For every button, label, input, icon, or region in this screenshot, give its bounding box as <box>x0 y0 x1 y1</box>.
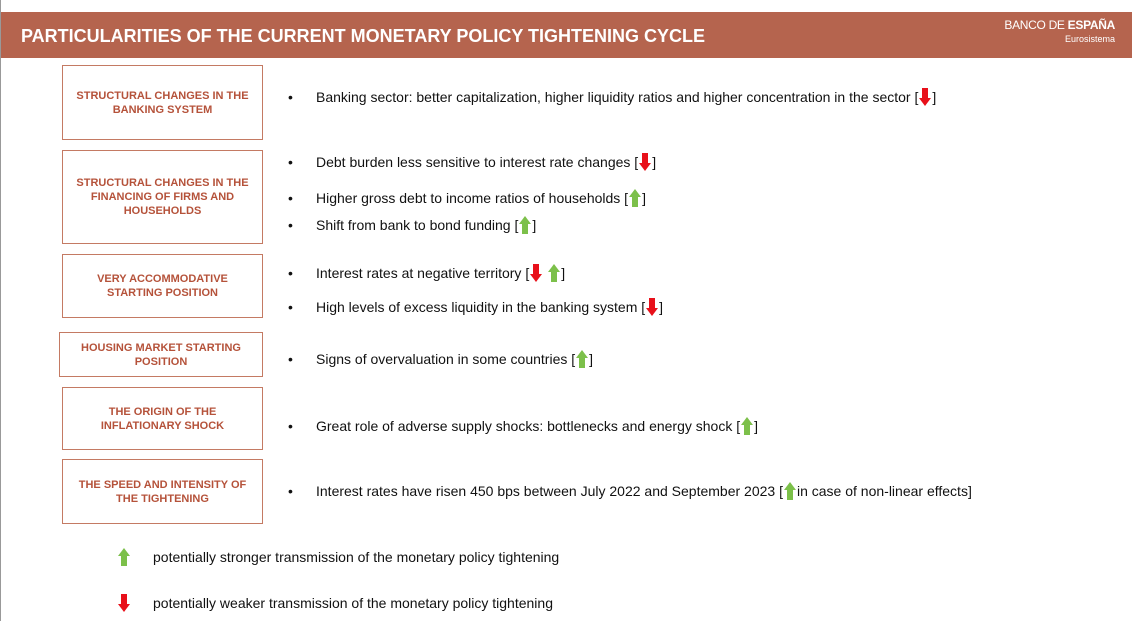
row-label: VERY ACCOMMODATIVE STARTING POSITION <box>62 254 263 318</box>
bullet: • Signs of overvaluation in some countrie… <box>288 350 594 368</box>
bullet-text: Interest rates at negative territory [ <box>316 265 530 281</box>
bullet-text: ] <box>652 154 657 170</box>
row-label: HOUSING MARKET STARTING POSITION <box>59 332 263 377</box>
bullet: • Banking sector: better capitalization, … <box>288 88 937 106</box>
bullet-text: Signs of overvaluation in some countries… <box>316 351 576 367</box>
up-arrow <box>118 548 130 566</box>
down-arrow <box>530 264 543 282</box>
up-arrow <box>519 216 532 234</box>
bullet-text: Interest rates have risen 450 bps betwee… <box>316 483 783 499</box>
bullet-text: ] <box>561 265 566 281</box>
logo-text: BANCO DE <box>1004 18 1068 32</box>
bullet: • High levels of excess liquidity in the … <box>288 298 664 316</box>
legend-text: potentially weaker transmission of the m… <box>153 595 553 611</box>
bullet-text: in case of non-linear effects] <box>796 483 972 499</box>
bullet-text: ] <box>659 299 664 315</box>
down-arrow <box>118 594 130 612</box>
up-arrow <box>741 417 754 435</box>
bullet: • Higher gross debt to income ratios of h… <box>288 189 646 207</box>
down-arrow <box>919 88 932 106</box>
bullet-text: ] <box>932 89 937 105</box>
bullet: • Interest rates at negative territory [] <box>288 264 566 282</box>
bullet-text: ] <box>589 351 594 367</box>
row-label: THE SPEED AND INTENSITY OF THE TIGHTENIN… <box>62 459 263 524</box>
row-label: THE ORIGIN OF THE INFLATIONARY SHOCK <box>62 387 263 450</box>
bullet-text: Higher gross debt to income ratios of ho… <box>316 190 629 206</box>
up-arrow <box>576 350 589 368</box>
legend-item: potentially weaker transmission of the m… <box>117 594 553 612</box>
bullet-text: ] <box>642 190 646 206</box>
bullet-text: High levels of excess liquidity in the b… <box>316 299 646 315</box>
bullet: • Shift from bank to bond funding [] <box>288 216 537 234</box>
row-label: STRUCTURAL CHANGES IN THE BANKING SYSTEM <box>62 65 263 140</box>
up-arrow <box>548 264 561 282</box>
title: PARTICULARITIES OF THE CURRENT MONETARY … <box>21 26 706 46</box>
bullet-text: ] <box>532 217 537 233</box>
logo-sub: Eurosistema <box>1064 34 1115 44</box>
up-arrow <box>629 189 642 207</box>
logo-text: ESPAÑA <box>1067 18 1116 32</box>
bullet-text: ] <box>754 418 759 434</box>
bullet-text: Shift from bank to bond funding [ <box>316 217 519 233</box>
bullet-text: Banking sector: better capitalization, h… <box>316 89 919 105</box>
header-bar: PARTICULARITIES OF THE CURRENT MONETARY … <box>1 12 1132 58</box>
legend-item: potentially stronger transmission of the… <box>117 548 559 566</box>
bullet-text: Great role of adverse supply shocks: bot… <box>316 418 741 434</box>
bullet: • Debt burden less sensitive to interest … <box>288 153 657 171</box>
logo: BANCO DE ESPAÑA <box>1004 18 1115 32</box>
down-arrow <box>639 153 652 171</box>
down-arrow <box>646 298 659 316</box>
up-arrow <box>783 482 796 500</box>
legend-text: potentially stronger transmission of the… <box>153 549 560 565</box>
bullet: • Great role of adverse supply shocks: bo… <box>288 417 759 435</box>
bullet: • Interest rates have risen 450 bps betwe… <box>288 482 972 500</box>
row-label: STRUCTURAL CHANGES IN THE FINANCING OF F… <box>62 150 263 244</box>
bullet-text: Debt burden less sensitive to interest r… <box>316 154 639 170</box>
